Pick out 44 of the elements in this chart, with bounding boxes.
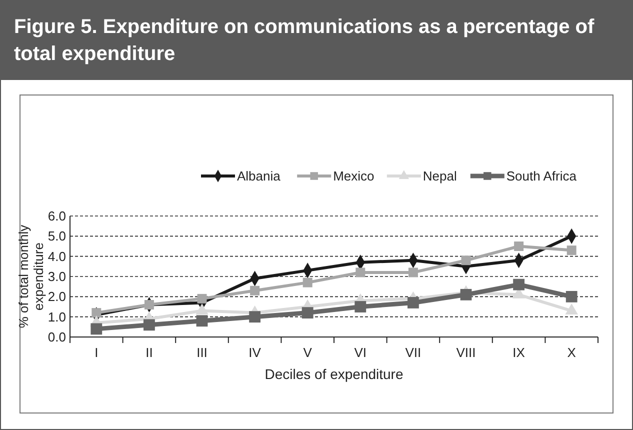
x-tick-label: VII: [405, 345, 422, 360]
point: [197, 294, 207, 304]
y-tick-label: 6.0: [48, 208, 66, 224]
point: [408, 297, 419, 308]
y-axis-title: % of total monthly expenditure: [16, 224, 46, 328]
legend-label: Nepal: [422, 168, 457, 184]
y-tick-label: 0.0: [48, 330, 66, 345]
point: [250, 286, 260, 296]
legend-label: Albania: [237, 168, 282, 184]
legend-label: South Africa: [506, 168, 578, 184]
point: [461, 256, 471, 266]
point: [566, 246, 576, 256]
point: [566, 290, 578, 302]
point: [90, 323, 102, 335]
y-tick-label: 2.0: [48, 289, 66, 304]
x-tick-label: I: [94, 345, 98, 360]
x-tick-label: V: [303, 345, 312, 360]
legend-label: Mexico: [333, 168, 374, 184]
x-tick-label: IX: [512, 345, 526, 360]
point: [356, 268, 366, 278]
point: [196, 315, 208, 327]
x-tick-label: IV: [248, 345, 262, 360]
point: [249, 311, 260, 323]
point: [302, 278, 312, 288]
x-tick-label: II: [146, 345, 153, 360]
y-tick-label: 5.0: [48, 228, 66, 244]
y-tick-label: 4.0: [48, 248, 66, 264]
point: [514, 242, 524, 251]
point: [513, 278, 524, 290]
x-tick-label: III: [196, 345, 208, 360]
x-axis-title: Deciles of expenditure: [264, 366, 404, 382]
point: [302, 307, 314, 318]
chart-title: Figure 5. Expenditure on communications as a percentage of total expenditure: [14, 16, 594, 65]
x-tick-label: VIII: [456, 345, 476, 360]
point: [144, 319, 155, 331]
x-tick-label: X: [567, 345, 576, 360]
y-tick-label: 3.0: [48, 269, 66, 284]
x-tick-label: VI: [354, 345, 367, 360]
point: [144, 300, 154, 310]
point: [354, 301, 366, 312]
point: [408, 268, 418, 278]
y-tick-label: 1.0: [48, 309, 66, 324]
point: [92, 308, 102, 318]
point: [460, 288, 472, 300]
